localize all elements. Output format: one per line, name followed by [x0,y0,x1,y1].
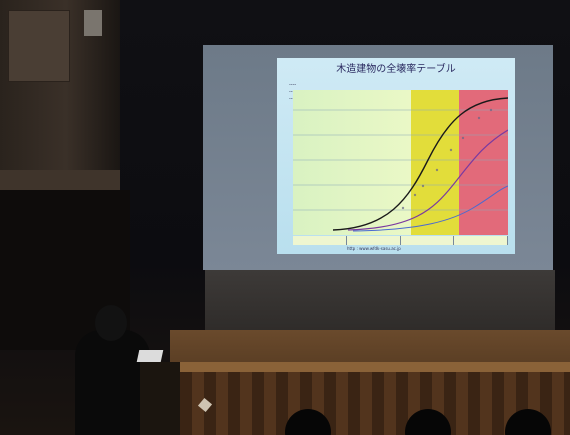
data-point [477,116,481,120]
data-point [401,206,405,210]
data-point [413,193,417,197]
presentation-slide: 木造建物の全壊率テーブル ---- ---- ---- [277,58,515,254]
stage-edge [170,362,570,372]
wall-panel [8,10,70,82]
zone-label [346,236,401,245]
curves-svg [293,97,508,232]
data-point [435,168,439,172]
data-point [489,108,493,112]
legend-line: ---- [289,82,297,88]
laptop [136,350,164,362]
presenter-silhouette [75,330,150,435]
legend-line: ---- [289,96,296,103]
podium [140,362,180,435]
slide-footer-url: http : www.wfdk-sasu.ac.jp [347,246,401,251]
fragility-curve-dark [332,97,508,231]
data-point [461,136,465,140]
fragility-curve-purple [347,129,508,231]
fragility-curve-blue [352,185,508,232]
ceiling-fixture [84,10,102,36]
data-point [421,184,425,188]
zone-label [454,236,508,245]
zone-label [293,236,347,245]
legend-line: ---- [289,89,296,96]
presenter-head [95,305,127,341]
slide-legend: ---- ---- ---- [289,82,296,103]
zone-label [400,236,455,245]
zone-label-row [293,236,508,245]
zone-yellow [411,90,459,235]
zone-pink [458,90,508,235]
screen-lower-panel [205,270,555,330]
data-point [449,148,453,152]
slide-title: 木造建物の全壊率テーブル [336,64,456,75]
fragility-plot [293,90,508,235]
